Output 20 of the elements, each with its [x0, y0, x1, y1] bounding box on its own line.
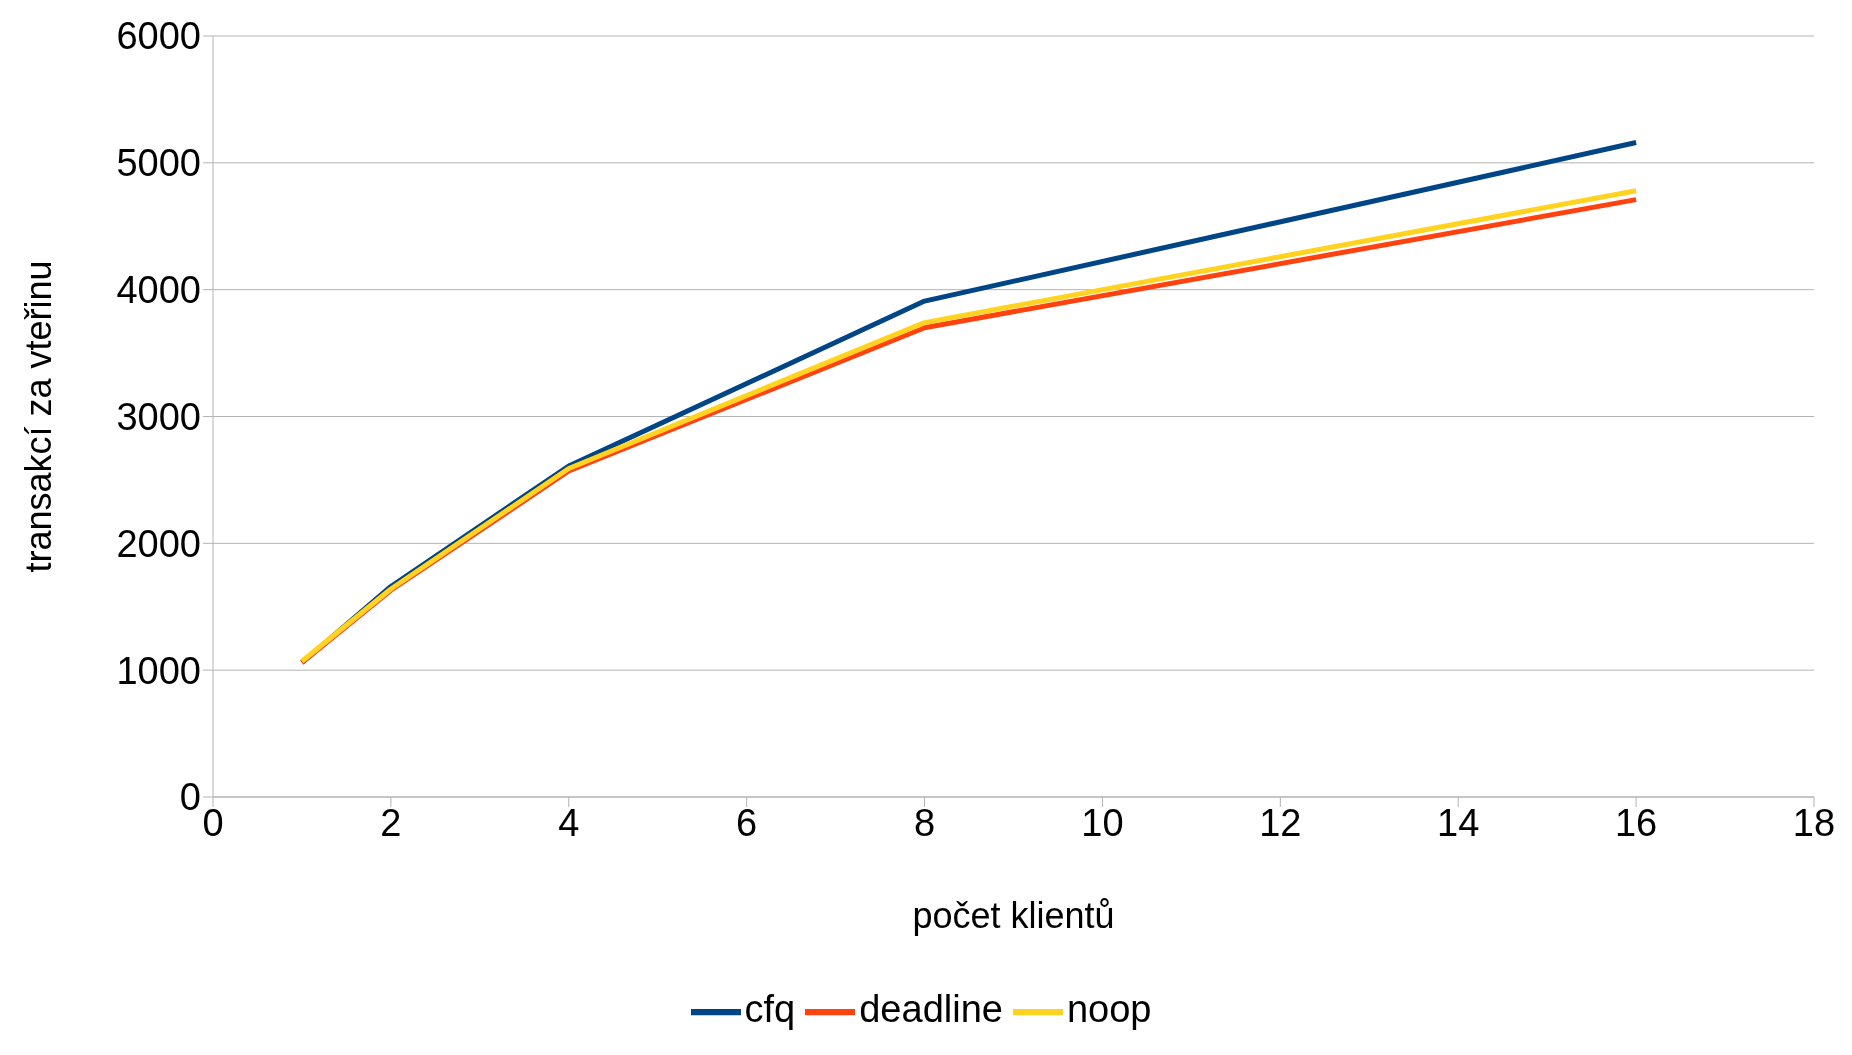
- legend-label: noop: [1066, 988, 1152, 1031]
- legend-label: cfq: [744, 988, 796, 1031]
- x-tick-label: 18: [1792, 801, 1836, 844]
- y-axis-title: transakcí za vteřinu: [17, 260, 59, 573]
- y-tick-label: 4000: [116, 269, 201, 312]
- y-tick-label: 1000: [116, 649, 201, 692]
- legend-label: deadline: [859, 988, 1003, 1031]
- x-tick-label: 14: [1437, 801, 1480, 844]
- x-axis-title: počet klientů: [912, 894, 1115, 936]
- x-tick-label: 8: [913, 801, 936, 844]
- x-tick-label: 12: [1259, 801, 1302, 844]
- y-tick-label: 2000: [116, 522, 201, 565]
- x-tick-label: 6: [736, 801, 758, 844]
- x-tick-label: 4: [558, 801, 580, 844]
- x-tick-label: 2: [380, 801, 402, 844]
- x-tick-label: 10: [1081, 801, 1124, 844]
- y-tick-label: 3000: [116, 395, 201, 438]
- y-tick-label: 5000: [116, 142, 201, 185]
- y-tick-label: 6000: [116, 15, 201, 58]
- x-tick-label: 16: [1614, 801, 1658, 844]
